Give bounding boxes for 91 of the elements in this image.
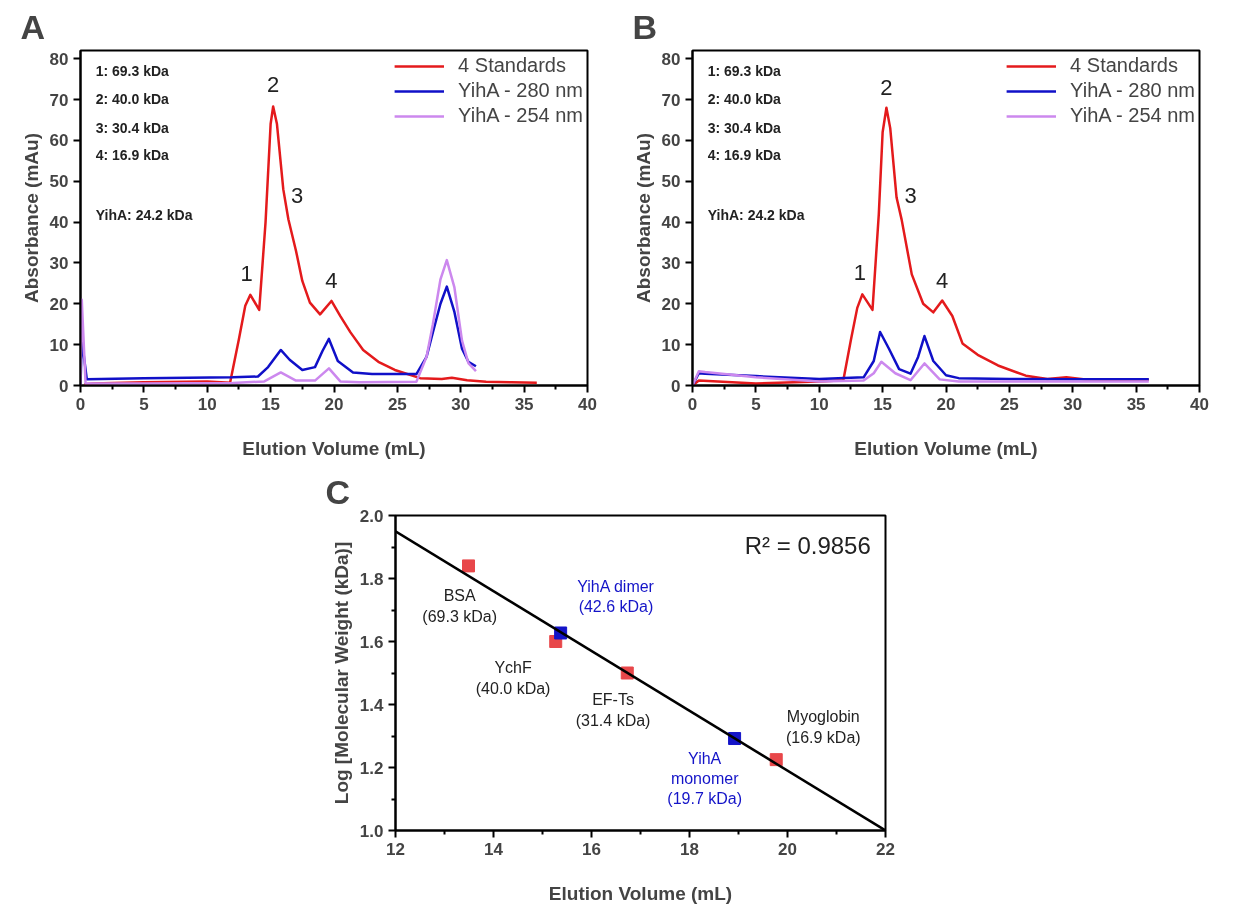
annotation: YchF (40.0 kDa)	[475, 659, 551, 697]
legend-label: YihA - 280 nm	[1070, 79, 1195, 102]
annotation: BSA (69.3 kDa)	[422, 587, 498, 625]
x-tick-label: 0	[687, 394, 698, 414]
y-tick-label: 30	[49, 253, 69, 273]
y-tick-label: 50	[661, 172, 681, 192]
x-tick-label: 25	[999, 394, 1019, 414]
annotation: 1: 69.3 kDa	[707, 62, 782, 79]
y-tick-label: 20	[49, 294, 69, 314]
y-tick-label: 2.0	[359, 506, 384, 526]
x-tick-label: 12	[386, 839, 405, 859]
y-tick-label: 80	[49, 49, 69, 69]
y-tick-label: 10	[49, 335, 69, 355]
y-tick-label: 1.2	[359, 758, 384, 778]
x-tick-label: 15	[873, 394, 893, 414]
annotation: 3: 30.4 kDa	[707, 119, 782, 136]
y-tick-label: 70	[49, 90, 69, 110]
x-tick-label: 22	[876, 839, 895, 859]
y-tick-label: 0	[59, 376, 69, 396]
annotation: YihA dimer (42.6 kDa)	[577, 577, 655, 616]
annotation: 3	[291, 183, 304, 209]
x-tick-label: 35	[514, 394, 534, 414]
y-tick-label: 80	[661, 49, 681, 69]
annotation: 2	[267, 72, 280, 98]
y-tick-label: 10	[661, 335, 681, 355]
y-tick-label: 20	[661, 294, 681, 314]
chart-title: A	[20, 7, 46, 46]
annotation: 2: 40.0 kDa	[95, 91, 170, 108]
annotation: 4: 16.9 kDa	[95, 147, 170, 164]
x-tick-label: 15	[261, 394, 281, 414]
y-axis-title: Log [Molecular Weight (kDa)]	[330, 541, 352, 805]
x-tick-label: 16	[582, 839, 601, 859]
y-tick-label: 60	[49, 131, 69, 151]
annotation: 2: 40.0 kDa	[707, 91, 782, 108]
y-tick-label: 1.0	[359, 821, 384, 841]
x-tick-label: 25	[387, 394, 407, 414]
x-tick-label: 18	[680, 839, 699, 859]
x-tick-label: 14	[484, 839, 504, 859]
legend-label: 4 Standards	[458, 54, 566, 77]
y-tick-label: 30	[661, 253, 681, 273]
y-tick-label: 40	[661, 213, 681, 233]
point	[462, 559, 476, 573]
y-tick-label: 40	[49, 213, 69, 233]
legend-label: YihA - 254 nm	[458, 104, 583, 127]
y-tick-label: 60	[661, 131, 681, 151]
y-tick-label: 1.4	[359, 695, 385, 715]
annotation: 1	[240, 261, 253, 287]
legend-label: YihA - 280 nm	[458, 79, 583, 102]
annotation: R² = 0.9856	[744, 531, 871, 559]
annotation: 3: 30.4 kDa	[95, 119, 170, 136]
line-series	[80, 258, 478, 386]
annotation: 3	[904, 183, 917, 209]
x-tick-label: 5	[751, 394, 761, 414]
annotation: YihA: 24.2 kDa	[707, 206, 805, 223]
x-tick-label: 5	[139, 394, 149, 414]
x-tick-label: 40	[1190, 394, 1209, 414]
x-tick-label: 40	[578, 394, 597, 414]
annotation: YihA: 24.2 kDa	[95, 206, 193, 223]
x-tick-label: 30	[1063, 394, 1083, 414]
x-tick-label: 35	[1126, 394, 1146, 414]
x-axis-title: Elution Volume (mL)	[854, 437, 1038, 459]
annotation: YihA monomer (19.7 kDa)	[667, 749, 743, 808]
y-tick-label: 1.8	[359, 569, 384, 589]
x-tick-label: 10	[809, 394, 829, 414]
chart-title: C	[325, 472, 351, 511]
chart-title: B	[632, 7, 658, 46]
y-axis-title: Absorbance (mAu)	[20, 133, 42, 303]
x-tick-label: 20	[778, 839, 797, 859]
x-tick-label: 20	[936, 394, 956, 414]
y-axis-title: Absorbance (mAu)	[632, 133, 654, 303]
annotation: 4	[325, 268, 338, 294]
annotation: 1	[853, 259, 866, 285]
x-axis-title: Elution Volume (mL)	[242, 437, 426, 459]
line-series	[692, 360, 1151, 386]
annotation: 1: 69.3 kDa	[95, 62, 170, 79]
x-tick-label: 0	[75, 394, 86, 414]
annotation: Myoglobin (16.9 kDa)	[785, 708, 861, 746]
legend-label: 4 Standards	[1070, 54, 1178, 77]
x-axis-title: Elution Volume (mL)	[548, 882, 733, 904]
annotation: 2	[880, 74, 893, 100]
x-tick-label: 10	[197, 394, 217, 414]
annotation: EF-Ts (31.4 kDa)	[575, 691, 651, 729]
y-tick-label: 70	[661, 90, 681, 110]
annotation: 4: 16.9 kDa	[707, 147, 782, 164]
y-tick-label: 50	[49, 172, 69, 192]
annotation: 4	[936, 268, 949, 294]
x-tick-label: 30	[451, 394, 471, 414]
y-tick-label: 1.6	[359, 632, 384, 652]
legend-label: YihA - 254 nm	[1070, 104, 1195, 127]
y-tick-label: 0	[671, 376, 681, 396]
x-tick-label: 20	[324, 394, 344, 414]
